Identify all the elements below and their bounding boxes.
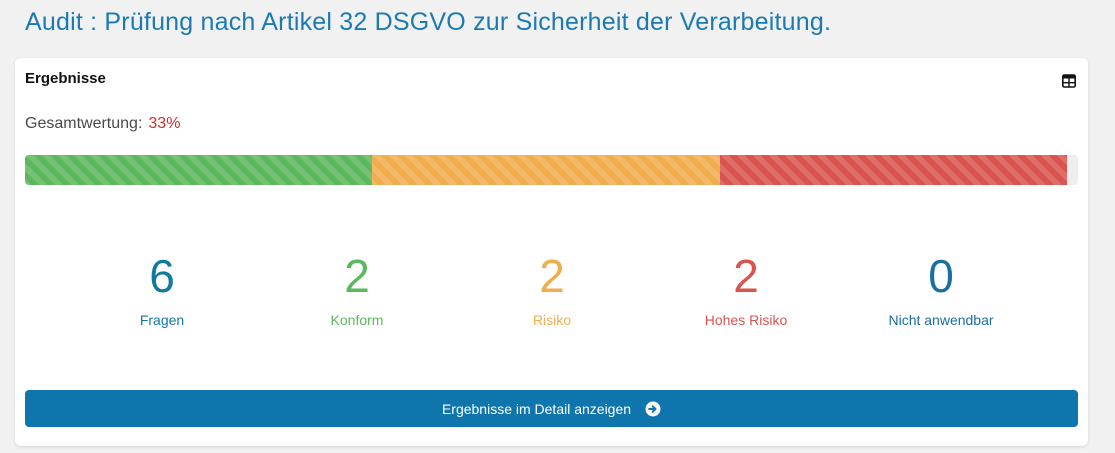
progress-segment-risiko (372, 155, 720, 185)
show-details-button[interactable]: Ergebnisse im Detail anzeigen (25, 390, 1078, 427)
card-title: Ergebnisse (25, 70, 106, 87)
table-icon[interactable] (1062, 74, 1076, 88)
arrow-circle-right-icon (645, 401, 661, 416)
stat-konform: 2 Konform (257, 250, 457, 328)
stat-value: 6 (149, 250, 175, 302)
stat-risiko: 2 Risiko (452, 250, 652, 328)
score-progress-bar (25, 155, 1078, 185)
page-title: Audit : Prüfung nach Artikel 32 DSGVO zu… (25, 8, 832, 36)
overall-score-label: Gesamtwertung: (25, 115, 143, 132)
progress-segment-konform (25, 155, 373, 185)
stat-label: Konform (330, 312, 384, 328)
stat-label: Nicht anwendbar (888, 312, 994, 328)
stat-hohes-risiko: 2 Hohes Risiko (646, 250, 846, 328)
stat-value: 0 (928, 250, 954, 302)
stat-label: Risiko (532, 312, 572, 328)
stat-fragen: 6 Fragen (62, 250, 262, 328)
stat-label: Hohes Risiko (704, 312, 788, 328)
progress-segment-hohes-risiko (719, 155, 1068, 185)
show-details-button-label: Ergebnisse im Detail anzeigen (441, 400, 632, 417)
stat-value: 2 (344, 250, 370, 302)
results-card: Ergebnisse Gesamtwertung: 33% 6 Fragen 2 … (15, 58, 1088, 446)
stat-value: 2 (733, 250, 759, 302)
stats-row: 6 Fragen 2 Konform 2 Risiko 2 Hohes Risi… (25, 250, 1078, 340)
overall-score: Gesamtwertung: 33% (25, 115, 180, 133)
overall-score-value: 33% (148, 115, 181, 132)
stat-label: Fragen (139, 312, 185, 328)
stat-nicht-anwendbar: 0 Nicht anwendbar (841, 250, 1041, 328)
stat-value: 2 (539, 250, 565, 302)
